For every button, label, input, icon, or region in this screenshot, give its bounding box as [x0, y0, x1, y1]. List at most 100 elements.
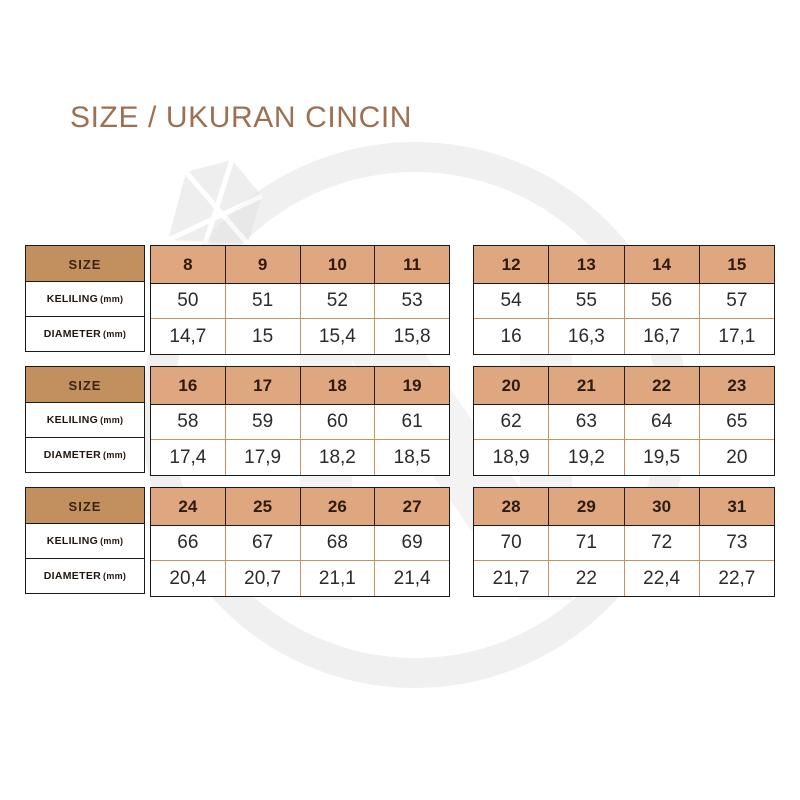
keliling-cell: 59: [224, 405, 300, 439]
keliling-row: 66 67 68 69: [151, 526, 449, 561]
diameter-cell: 20,4: [169, 567, 207, 589]
size-cell: 11: [374, 246, 449, 283]
size-cell: 30: [623, 488, 699, 525]
label-diameter-text: DIAMETER: [43, 327, 102, 340]
label-diameter-text: DIAMETER: [43, 448, 102, 461]
data-grid: 8 9 10 11 50 51 52 53 14,7 15 15,4 15,8: [150, 245, 450, 355]
label-keliling-text: KELILING: [46, 293, 99, 306]
keliling-cell: 71: [548, 526, 623, 560]
label-diameter-unit: (mm): [103, 328, 127, 339]
size-cell: 8: [151, 246, 225, 283]
size-block-20-23: 20 21 22 23 62 63 64 65 18,9 19,2 19,5 2…: [473, 366, 775, 476]
diameter-cell: 15: [224, 319, 300, 354]
label-diameter-unit: (mm): [103, 570, 127, 581]
diameter-cell: 17,9: [224, 440, 300, 475]
keliling-cell: 73: [698, 526, 774, 560]
label-keliling-unit: (mm): [100, 415, 124, 426]
size-cell: 25: [224, 488, 300, 525]
keliling-cell: 70: [500, 532, 522, 553]
diameter-cell: 19,2: [548, 440, 623, 475]
keliling-cell: 60: [299, 405, 375, 439]
row-label-column: SIZE KELILING (mm) DIAMETER (mm): [25, 487, 145, 597]
keliling-cell: 53: [374, 284, 449, 318]
diameter-row: 17,4 17,9 18,2 18,5: [151, 440, 449, 475]
diameter-cell: 22: [548, 561, 623, 596]
size-cell: 23: [698, 367, 774, 404]
keliling-cell: 66: [177, 532, 199, 553]
row-label-column: SIZE KELILING (mm) DIAMETER (mm): [25, 366, 145, 476]
label-diameter: DIAMETER (mm): [25, 315, 145, 352]
size-header-row: 12 13 14 15: [474, 246, 774, 284]
size-header-row: 24 25 26 27: [151, 488, 449, 526]
diameter-cell: 20: [698, 440, 774, 475]
diameter-cell: 22,7: [698, 561, 774, 596]
label-keliling-text: KELILING: [46, 535, 99, 548]
size-block-8-11: SIZE KELILING (mm) DIAMETER (mm) 8 9 10 …: [25, 245, 450, 355]
diameter-cell: 20,7: [224, 561, 300, 596]
keliling-cell: 57: [698, 284, 774, 318]
keliling-row: 70 71 72 73: [474, 526, 774, 561]
size-cell: 15: [698, 246, 774, 283]
keliling-row: 50 51 52 53: [151, 284, 449, 319]
diameter-row: 16 16,3 16,7 17,1: [474, 319, 774, 354]
size-cell: 16: [151, 367, 225, 404]
keliling-cell: 56: [623, 284, 699, 318]
label-size: SIZE: [25, 245, 145, 283]
label-diameter-text: DIAMETER: [43, 569, 102, 582]
size-cell: 20: [474, 367, 549, 404]
label-diameter: DIAMETER (mm): [25, 557, 145, 594]
diameter-cell: 16,7: [623, 319, 699, 354]
size-cell: 19: [374, 367, 449, 404]
size-cell: 14: [623, 246, 699, 283]
size-header-row: 28 29 30 31: [474, 488, 774, 526]
label-keliling: KELILING (mm): [25, 402, 145, 439]
data-grid: 20 21 22 23 62 63 64 65 18,9 19,2 19,5 2…: [473, 366, 775, 476]
data-grid: 24 25 26 27 66 67 68 69 20,4 20,7 21,1 2…: [150, 487, 450, 597]
diameter-cell: 16: [500, 325, 522, 347]
page-title: SIZE / UKURAN CINCIN: [70, 101, 413, 134]
label-keliling: KELILING (mm): [25, 523, 145, 560]
diameter-cell: 15,4: [299, 319, 375, 354]
size-cell: 24: [151, 488, 225, 525]
keliling-cell: 52: [299, 284, 375, 318]
diameter-cell: 17,1: [698, 319, 774, 354]
diameter-row: 18,9 19,2 19,5 20: [474, 440, 774, 475]
keliling-row: 62 63 64 65: [474, 405, 774, 440]
data-grid: 16 17 18 19 58 59 60 61 17,4 17,9 18,2 1…: [150, 366, 450, 476]
diameter-cell: 17,4: [169, 446, 207, 468]
diameter-cell: 18,9: [492, 446, 530, 468]
size-cell: 26: [299, 488, 375, 525]
size-cell: 12: [474, 246, 549, 283]
size-cell: 13: [548, 246, 624, 283]
label-size: SIZE: [25, 487, 145, 525]
diameter-cell: 18,5: [374, 440, 449, 475]
size-block-24-27: SIZE KELILING (mm) DIAMETER (mm) 24 25 2…: [25, 487, 450, 597]
diameter-row: 21,7 22 22,4 22,7: [474, 561, 774, 596]
size-cell: 18: [299, 367, 375, 404]
label-keliling-unit: (mm): [100, 294, 124, 305]
diameter-row: 20,4 20,7 21,1 21,4: [151, 561, 449, 596]
size-cell: 10: [299, 246, 375, 283]
diameter-cell: 16,3: [548, 319, 623, 354]
diameter-cell: 18,2: [299, 440, 375, 475]
diameter-row: 14,7 15 15,4 15,8: [151, 319, 449, 354]
keliling-row: 58 59 60 61: [151, 405, 449, 440]
size-block-16-19: SIZE KELILING (mm) DIAMETER (mm) 16 17 1…: [25, 366, 450, 476]
size-cell: 9: [224, 246, 300, 283]
size-cell: 17: [224, 367, 300, 404]
diameter-cell: 22,4: [623, 561, 699, 596]
keliling-cell: 58: [177, 411, 199, 432]
keliling-cell: 65: [698, 405, 774, 439]
size-cell: 21: [548, 367, 624, 404]
keliling-cell: 63: [548, 405, 623, 439]
keliling-cell: 72: [623, 526, 699, 560]
keliling-row: 54 55 56 57: [474, 284, 774, 319]
label-diameter: DIAMETER (mm): [25, 436, 145, 473]
label-diameter-unit: (mm): [103, 449, 127, 460]
keliling-cell: 50: [177, 290, 199, 311]
size-cell: 31: [698, 488, 774, 525]
keliling-cell: 61: [374, 405, 449, 439]
keliling-cell: 69: [374, 526, 449, 560]
label-keliling-text: KELILING: [46, 414, 99, 427]
